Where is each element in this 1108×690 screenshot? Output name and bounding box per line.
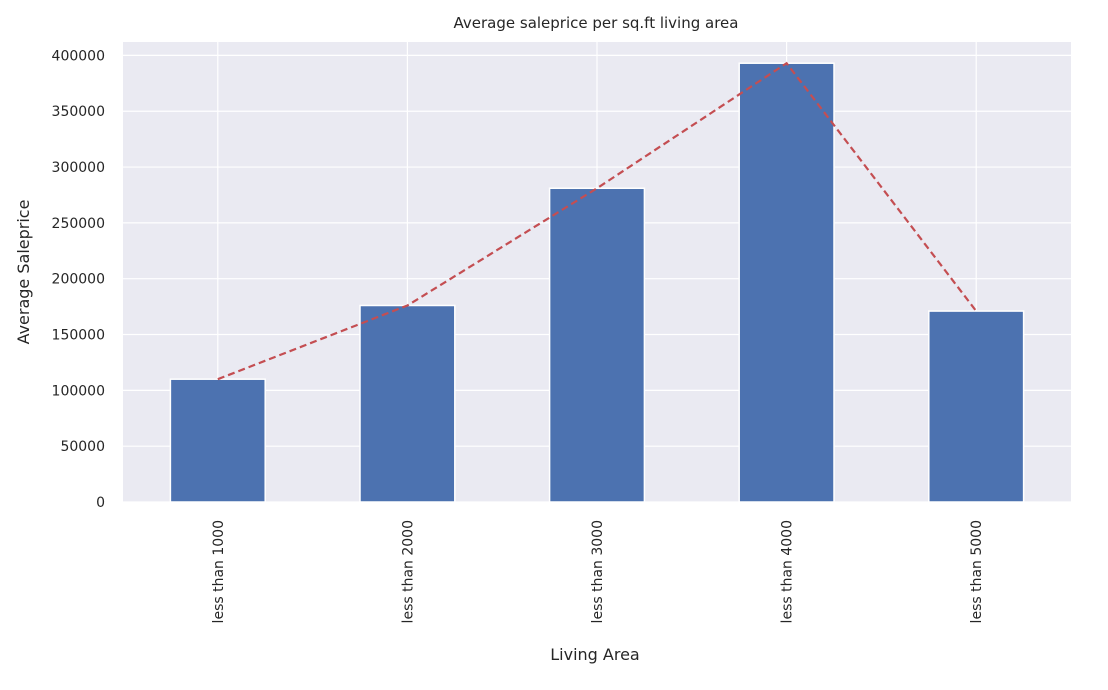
- y-tick-label: 250000: [52, 216, 105, 232]
- y-tick-label: 150000: [52, 328, 105, 344]
- bar: [359, 304, 456, 503]
- x-tick-label: less than 1000: [211, 520, 227, 623]
- y-tick-label: 200000: [52, 272, 105, 288]
- y-tick-label: 50000: [60, 439, 105, 455]
- y-tick-label: 300000: [52, 160, 105, 176]
- y-axis-label: Average Saleprice: [14, 200, 33, 345]
- x-tick-label: less than 5000: [969, 520, 985, 623]
- y-tick-label: 400000: [52, 48, 105, 64]
- y-tick-label: 100000: [52, 383, 105, 399]
- y-axis-ticks: 0 50000 100000 150000 200000 250000 300000 3500…: [52, 48, 105, 511]
- x-axis-ticks: less than 1000 less than 2000 less than 30…: [211, 520, 985, 623]
- bar: [928, 310, 1025, 503]
- x-tick-label: less than 3000: [590, 520, 606, 623]
- bar: [169, 378, 266, 503]
- bars: [169, 62, 1025, 503]
- y-tick-label: 0: [96, 495, 105, 511]
- chart-title: Average saleprice per sq.ft living area: [454, 14, 739, 32]
- x-axis-label: Living Area: [550, 645, 639, 664]
- y-tick-label: 350000: [52, 104, 105, 120]
- trend-line: [217, 61, 978, 381]
- trend-line-path: [217, 61, 978, 381]
- bar: [548, 187, 646, 503]
- x-tick-label: less than 2000: [400, 520, 416, 623]
- x-tick-label: less than 4000: [780, 520, 796, 623]
- bar: [738, 62, 835, 503]
